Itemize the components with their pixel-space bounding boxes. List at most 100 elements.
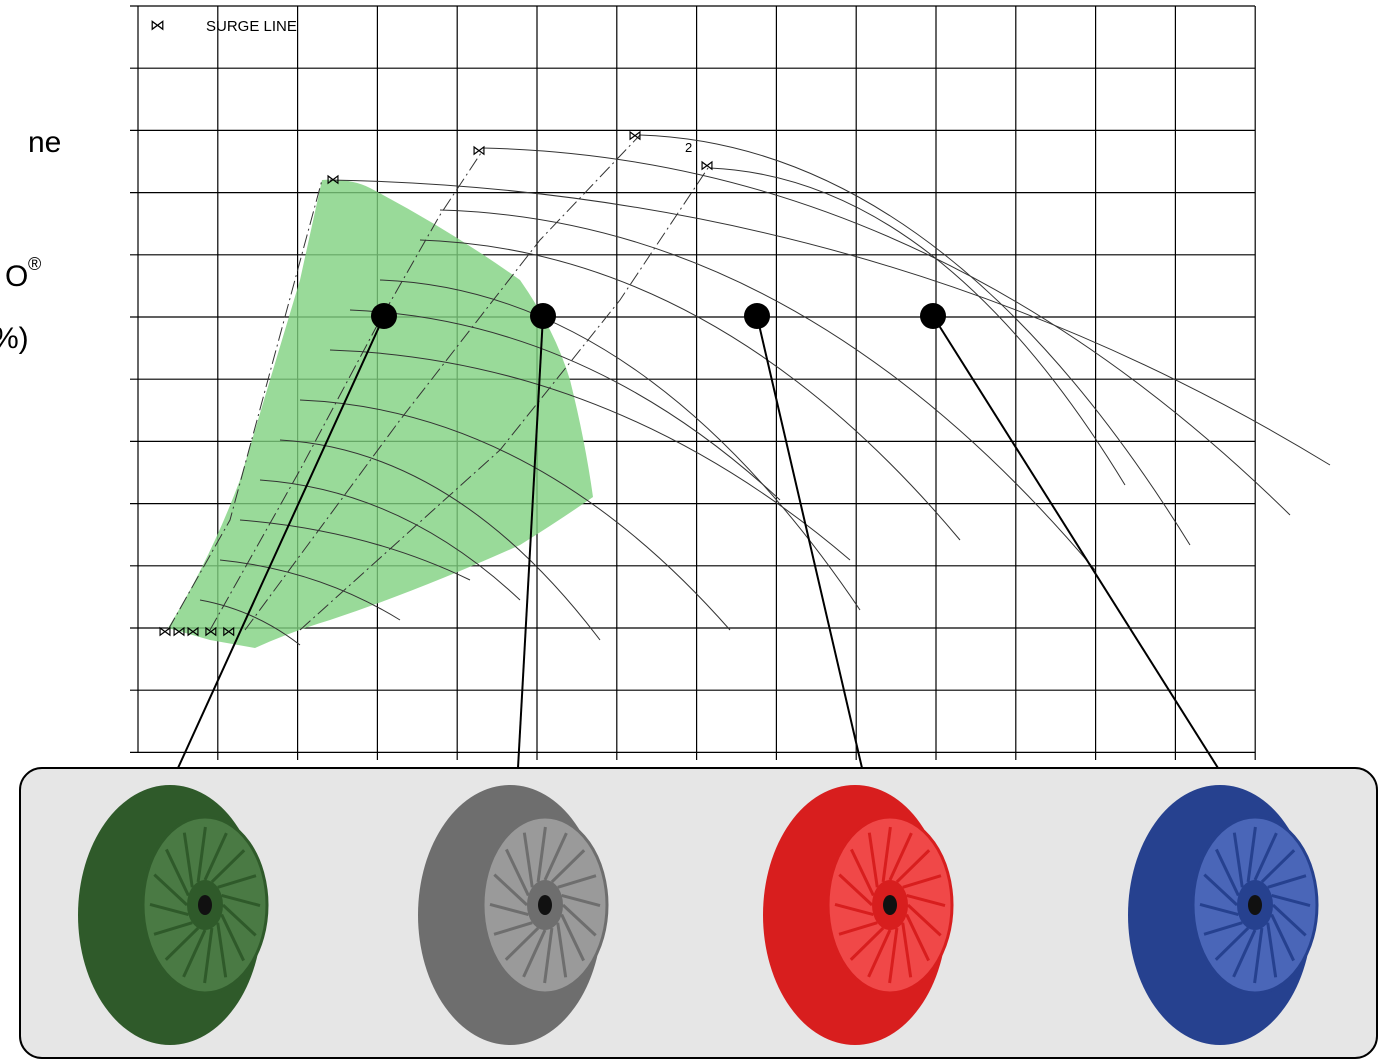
impeller-blade [881,826,892,883]
speed-line [439,209,1096,571]
leader [756,315,863,769]
speed-line [329,179,1331,466]
impeller-blade [522,832,534,888]
impeller-blade [557,874,597,889]
left-text: O [5,260,28,293]
efficiency-line [209,149,484,631]
impeller-blade [220,913,245,962]
impeller-blade [489,902,529,917]
leader-lines [177,315,1219,769]
speed-line [639,134,1191,546]
impeller-blade [149,902,189,917]
impeller-blade [165,848,190,897]
impeller-blade [1199,902,1239,917]
point [920,303,946,329]
impeller-blade [543,832,568,881]
efficiency-line [299,164,711,631]
speed-line [709,167,1126,486]
impeller-blade [850,848,875,897]
speed-line [379,279,861,611]
impeller-blade [550,849,586,883]
impeller-blade [153,873,189,907]
speed-line [259,479,521,601]
impeller-blade [1203,921,1243,936]
marker: ⋈ [700,157,714,173]
leader [517,315,544,769]
impeller-blade [560,913,585,962]
impeller-blade [561,893,601,908]
left-text: ® [28,254,41,274]
operating-region [168,179,593,648]
impeller-blade [906,893,946,908]
left-text: %) [0,322,29,355]
impeller-blade [849,927,885,961]
impeller-blade [838,921,878,936]
impeller-blade [221,893,261,908]
impeller-bore [1248,895,1262,915]
impeller-blade [196,826,207,883]
speed-line [199,599,301,646]
impeller-blade [556,922,568,978]
surge-line [167,179,323,631]
impeller-blade [203,832,228,881]
impeller-blade [153,921,193,936]
impeller [78,785,269,1045]
impeller-blade [1232,832,1244,888]
impeller [1128,785,1319,1045]
impeller-blade [1271,893,1311,908]
speed-line [419,239,961,541]
speed-line [219,559,401,621]
impeller-blade [536,826,547,883]
marker: ⋈ [472,142,486,158]
speed-line [482,147,1291,516]
impeller-blade [203,927,214,984]
speed-line [239,519,471,581]
speed-line [279,439,601,641]
impeller-blade [888,927,899,984]
impeller-blade [1270,913,1295,962]
impeller-blade [905,913,930,962]
left-text: ne [28,126,61,159]
impeller-blade [210,849,246,883]
leader [177,315,385,769]
impeller-blade [182,929,207,978]
points [371,303,946,329]
impeller-blade [1266,922,1278,978]
impellers [78,785,1319,1045]
impeller-blade [1215,848,1240,897]
speed-line [349,309,781,501]
impeller [763,785,954,1045]
impeller-blade [1271,903,1307,937]
speed-lines [199,134,1331,646]
impeller-blade [1267,874,1307,889]
impeller-blade [561,903,597,937]
impeller-blade [216,922,228,978]
marker: ⋈ [628,127,642,143]
impeller-blade [543,927,554,984]
impeller-blade [493,921,533,936]
impeller-blade [505,848,530,897]
impeller-blade [182,832,194,888]
impeller-blade [902,874,942,889]
impeller-panel [19,767,1378,1059]
impeller-blade [504,927,540,961]
marker: ⋈⋈⋈ ⋈ ⋈ [158,623,236,639]
impeller-bore [883,895,897,915]
impeller-blade [493,873,529,907]
legend-text: SURGE LINE [206,18,297,35]
impeller-blade [867,929,892,978]
point [744,303,770,329]
impeller-bore [538,895,552,915]
marker: ⋈ [326,171,340,187]
speed-line [329,349,851,561]
impeller-blade [1260,849,1296,883]
impeller-blade [838,873,874,907]
leader [932,315,1219,769]
impeller-blade [901,922,913,978]
impeller-blade [906,903,942,937]
impeller-blade [217,874,257,889]
point [371,303,397,329]
impeller-blade [522,929,547,978]
